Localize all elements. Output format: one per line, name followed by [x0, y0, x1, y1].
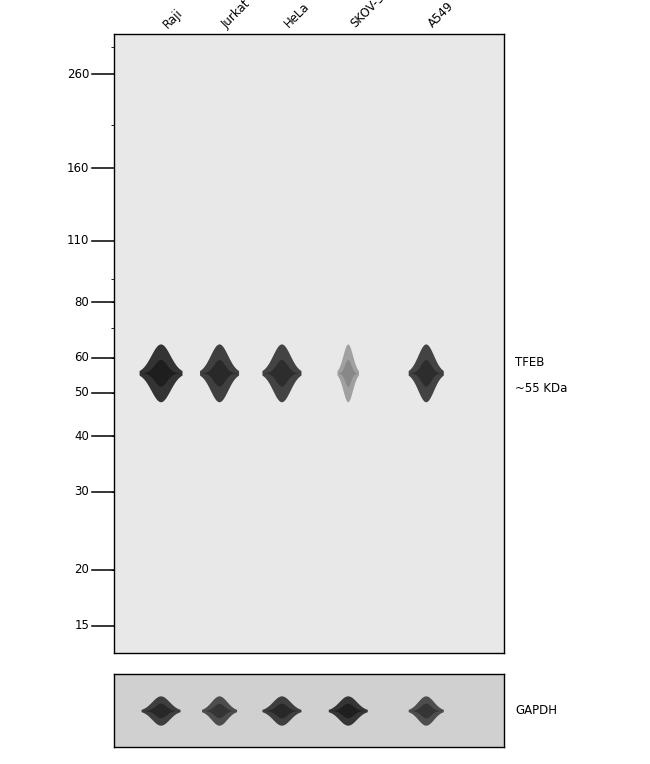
Text: SKOV-3: SKOV-3 [348, 0, 387, 31]
Text: 50: 50 [74, 387, 89, 400]
Text: 30: 30 [74, 485, 89, 498]
Text: 60: 60 [74, 351, 89, 364]
Text: 20: 20 [74, 564, 89, 577]
Text: ~55 KDa: ~55 KDa [515, 382, 568, 395]
Text: 40: 40 [74, 429, 89, 442]
Text: HeLa: HeLa [281, 0, 312, 31]
Text: 110: 110 [67, 235, 89, 248]
Text: 15: 15 [74, 619, 89, 632]
Text: 80: 80 [74, 296, 89, 309]
Text: Raji: Raji [161, 6, 185, 31]
Text: A549: A549 [426, 0, 456, 31]
Text: TFEB: TFEB [515, 356, 545, 369]
Text: Jurkat: Jurkat [219, 0, 253, 31]
Text: GAPDH: GAPDH [515, 704, 558, 717]
Text: 160: 160 [67, 162, 89, 175]
Text: 260: 260 [67, 68, 89, 81]
